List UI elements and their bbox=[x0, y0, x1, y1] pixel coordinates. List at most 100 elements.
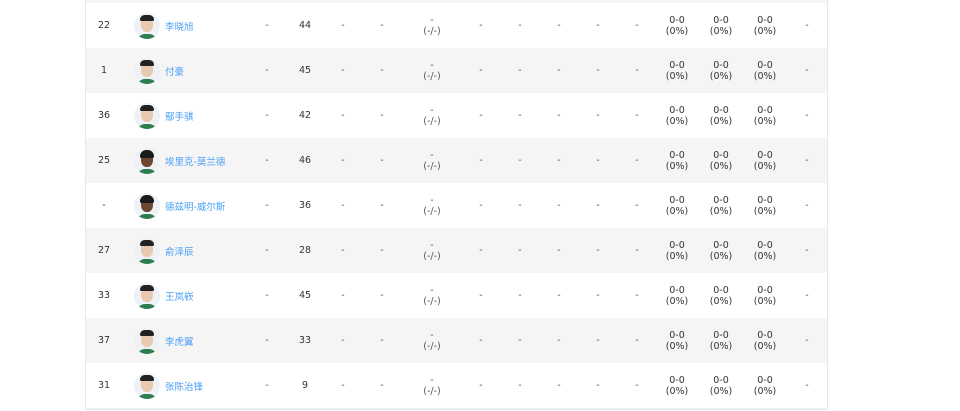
player-cell[interactable]: 德兹明-威尔斯 bbox=[134, 183, 225, 228]
stat-cell: - bbox=[596, 138, 599, 183]
player-cell[interactable]: 埃里克-莫兰德 bbox=[134, 138, 225, 183]
stat-cell: - bbox=[557, 363, 560, 408]
player-name-link[interactable]: 付豪 bbox=[165, 66, 185, 78]
player-name-link[interactable]: 李晓旭 bbox=[165, 21, 194, 33]
player-name-link[interactable]: 俞泽辰 bbox=[165, 246, 194, 258]
percentage: (0%) bbox=[709, 70, 733, 82]
jersey-number: 33 bbox=[98, 273, 110, 318]
player-name-link[interactable]: 鄢手骐 bbox=[165, 111, 194, 123]
jersey-number: 31 bbox=[98, 363, 110, 408]
stat-value: - bbox=[518, 65, 522, 76]
player-avatar[interactable] bbox=[134, 372, 160, 399]
stat-value: - bbox=[341, 380, 345, 391]
stat-value: - bbox=[479, 155, 483, 166]
stat-cell: - bbox=[635, 48, 638, 93]
jersey-number: - bbox=[102, 183, 105, 228]
percentage: (0%) bbox=[753, 25, 777, 37]
stat-cell: - bbox=[518, 363, 521, 408]
stat-value: - bbox=[380, 20, 384, 31]
stat-cell: - bbox=[380, 228, 383, 273]
made-attempted: 0-0 bbox=[713, 329, 729, 341]
player-avatar[interactable] bbox=[134, 147, 160, 174]
stat-value: - bbox=[265, 155, 269, 166]
stat-cell: - bbox=[479, 138, 482, 183]
stat-cell: - bbox=[596, 318, 599, 363]
player-cell[interactable]: 付豪 bbox=[134, 48, 184, 93]
jersey-number: 25 bbox=[98, 138, 110, 183]
player-cell[interactable]: 鄢手骐 bbox=[134, 93, 194, 138]
player-cell[interactable]: 俞泽辰 bbox=[134, 228, 194, 273]
stat-cell: - bbox=[265, 228, 268, 273]
stat-cell: - bbox=[557, 228, 560, 273]
stat-value: - bbox=[596, 200, 600, 211]
stat-cell: - bbox=[805, 138, 808, 183]
percentage: (0%) bbox=[753, 115, 777, 127]
percentage-cell: 0-0 (0%) bbox=[754, 228, 776, 273]
player-cell[interactable]: 张陈治锋 bbox=[134, 363, 203, 408]
made-attempted: 0-0 bbox=[713, 374, 729, 386]
stat-value: - bbox=[557, 380, 561, 391]
stat-cell: - bbox=[380, 363, 383, 408]
player-name-link[interactable]: 埃里克-莫兰德 bbox=[165, 156, 226, 168]
previous-row-edge bbox=[86, 0, 827, 3]
stat-cell: - bbox=[596, 48, 599, 93]
stat-cell: 44 bbox=[299, 3, 311, 48]
stat-value: - bbox=[518, 155, 522, 166]
stat-cell: - bbox=[805, 228, 808, 273]
jersey-number-text: 22 bbox=[97, 20, 111, 31]
stat-value: - bbox=[805, 335, 809, 346]
stat-value: - bbox=[265, 335, 269, 346]
player-name-link[interactable]: 张陈治锋 bbox=[165, 381, 204, 393]
player-cell[interactable]: 李晓旭 bbox=[134, 3, 194, 48]
player-cell[interactable]: 李虎翼 bbox=[134, 318, 194, 363]
stat-cell: - bbox=[518, 273, 521, 318]
percentage-cell: 0-0 (0%) bbox=[710, 273, 732, 318]
player-name-link[interactable]: 李虎翼 bbox=[165, 336, 194, 348]
stat-detail: (-/-) bbox=[423, 205, 441, 217]
stat-value: - bbox=[430, 284, 434, 296]
player-avatar[interactable] bbox=[134, 327, 160, 354]
stat-value: - bbox=[805, 380, 809, 391]
percentage-cell: 0-0 (0%) bbox=[666, 183, 688, 228]
stat-cell: - bbox=[518, 183, 521, 228]
player-name-link[interactable]: 王岚嵚 bbox=[165, 291, 194, 303]
stat-value: - bbox=[380, 110, 384, 121]
stat-cell: - bbox=[265, 138, 268, 183]
stat-cell: - bbox=[596, 273, 599, 318]
stat-value: - bbox=[380, 155, 384, 166]
stat-cell: - bbox=[557, 3, 560, 48]
player-name-link[interactable]: 德兹明-威尔斯 bbox=[165, 201, 226, 213]
stat-value: - bbox=[805, 65, 809, 76]
player-avatar[interactable] bbox=[134, 192, 160, 219]
made-attempted: 0-0 bbox=[757, 14, 773, 26]
percentage: (0%) bbox=[753, 205, 777, 217]
jersey-number-text: 25 bbox=[97, 155, 111, 166]
player-cell[interactable]: 王岚嵚 bbox=[134, 273, 194, 318]
stat-value: - bbox=[479, 380, 483, 391]
player-avatar[interactable] bbox=[134, 102, 160, 129]
player-avatar[interactable] bbox=[134, 57, 160, 84]
stat-cell: - bbox=[265, 48, 268, 93]
stat-detail: (-/-) bbox=[423, 115, 441, 127]
percentage: (0%) bbox=[709, 160, 733, 172]
jersey-number: 37 bbox=[98, 318, 110, 363]
stat-value: - bbox=[479, 65, 483, 76]
stat-value: - bbox=[265, 65, 269, 76]
made-attempted: 0-0 bbox=[757, 194, 773, 206]
stat-value: - bbox=[596, 290, 600, 301]
stat-value: - bbox=[380, 200, 384, 211]
stat-cell: - bbox=[265, 363, 268, 408]
stat-value: - bbox=[596, 20, 600, 31]
player-avatar[interactable] bbox=[134, 12, 160, 39]
stat-cell: - bbox=[380, 273, 383, 318]
percentage: (0%) bbox=[665, 295, 689, 307]
percentage: (0%) bbox=[753, 70, 777, 82]
stat-cell: - bbox=[341, 363, 344, 408]
player-avatar[interactable] bbox=[134, 282, 160, 309]
stat-cell: - bbox=[596, 3, 599, 48]
player-avatar[interactable] bbox=[134, 237, 160, 264]
stat-cell: - bbox=[265, 183, 268, 228]
made-attempted: 0-0 bbox=[669, 374, 685, 386]
stat-cell: - bbox=[479, 318, 482, 363]
percentage: (0%) bbox=[753, 295, 777, 307]
